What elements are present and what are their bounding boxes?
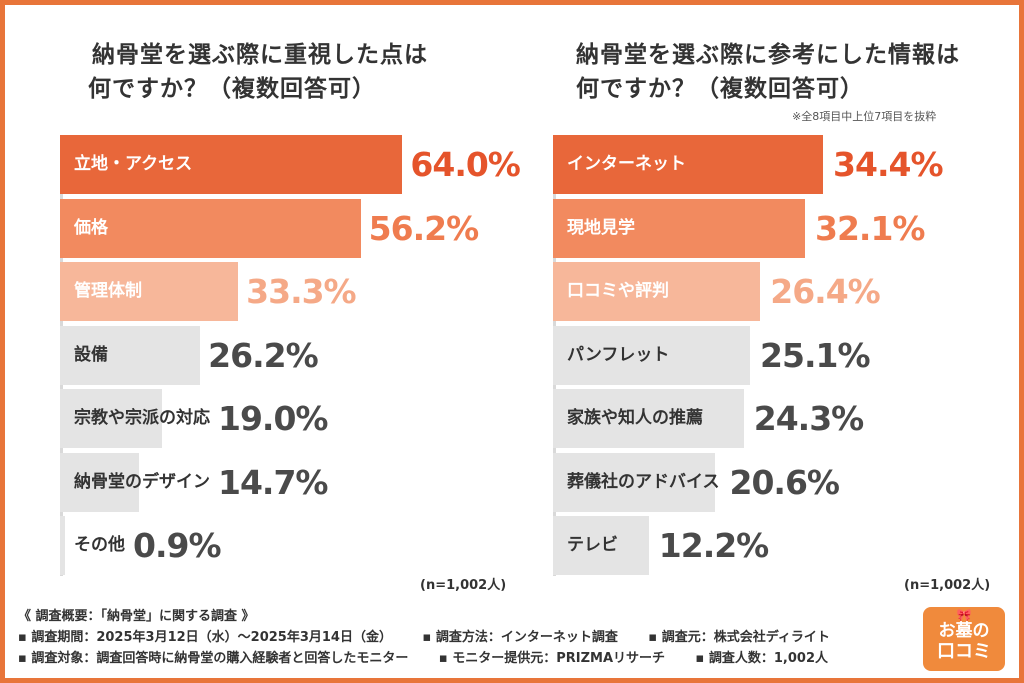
survey-target: ▪ 調査対象：調査回答時に納骨堂の購入経験者と回答したモニター bbox=[18, 651, 409, 666]
right-sample-size: (n=1,002人) bbox=[904, 578, 991, 593]
bar-label-7: テレビ bbox=[567, 535, 618, 555]
bar-6 bbox=[60, 452, 139, 512]
bar-value-6: 20.6% bbox=[729, 462, 840, 502]
bar-2 bbox=[553, 198, 805, 258]
bar-3 bbox=[553, 262, 761, 321]
bar-label-2: 価格 bbox=[74, 217, 108, 238]
bar-6 bbox=[553, 452, 715, 512]
bar-3 bbox=[60, 262, 239, 321]
bar-value-7: 0.9% bbox=[133, 526, 222, 565]
survey-count: ▪ 調査人数：1,002人 bbox=[695, 651, 829, 666]
survey-source: ▪ 調査元：株式会社ディライト bbox=[648, 630, 830, 645]
bar-label-1: 立地・アクセス bbox=[74, 154, 193, 174]
right-chart-title: 納骨堂を選ぶ際に参考にした情報は 何ですか？（複数回答可） bbox=[576, 38, 960, 106]
bar-1 bbox=[553, 135, 824, 194]
survey-row-2: ▪ 調査対象：調査回答時に納骨堂の購入経験者と回答したモニター ▪ モニター提供… bbox=[18, 648, 856, 669]
bar-label-4: 設備 bbox=[74, 344, 108, 365]
bar-label-5: 家族や知人の推薦 bbox=[567, 408, 703, 428]
bar-value-4: 25.1% bbox=[760, 335, 870, 375]
bar-value-4: 26.2% bbox=[208, 335, 318, 375]
bar-label-1: インターネット bbox=[567, 154, 686, 174]
left-bar-chart: 立地・アクセス 64.0% 価格 56.2% 管理体制 33.3% 設備 26.2% 宗教や宗派… bbox=[60, 135, 521, 580]
right-chart-note: ※全8項目中上位7項目を抜粋 bbox=[792, 110, 937, 123]
bar-value-1: 34.4% bbox=[833, 145, 943, 184]
bar-7 bbox=[60, 516, 65, 575]
bar-label-7: その他 bbox=[74, 535, 125, 555]
bar-label-6: 納骨堂のデザイン bbox=[74, 471, 210, 492]
left-title-line2: 何ですか？（複数回答可） bbox=[88, 76, 376, 102]
bar-label-4: パンフレット bbox=[567, 344, 670, 365]
bar-label-5: 宗教や宗派の対応 bbox=[74, 408, 210, 428]
right-title-line2: 何ですか？（複数回答可） bbox=[576, 76, 864, 102]
survey-summary: 《 調査概要：「納骨堂」に関する調査 》 ▪ 調査期間：2025年3月12日（水… bbox=[18, 606, 856, 669]
bar-value-6: 14.7% bbox=[218, 462, 328, 502]
bar-label-6: 葬儀社のアドバイス bbox=[567, 471, 720, 492]
left-title-line1: 納骨堂を選ぶ際に重視した点は bbox=[92, 42, 428, 68]
bar-label-3: 口コミや評判 bbox=[567, 281, 669, 301]
survey-period: ▪ 調査期間：2025年3月12日（水）～2025年3月14日（金） bbox=[18, 630, 392, 645]
bar-label-3: 管理体制 bbox=[74, 281, 142, 301]
bar-label-2: 現地見学 bbox=[567, 217, 635, 238]
right-bar-chart: インターネット 34.4% 現地見学 32.1% 口コミや評判 26.4% パンフレット 25… bbox=[553, 135, 993, 580]
bar-1 bbox=[60, 135, 403, 194]
bar-value-1: 64.0% bbox=[410, 145, 520, 184]
logo-line1: お墓の bbox=[938, 621, 990, 641]
logo-line2: 口コミ bbox=[937, 641, 991, 662]
right-title-line1: 納骨堂を選ぶ際に参考にした情報は bbox=[576, 42, 960, 68]
bar-5 bbox=[553, 389, 744, 448]
site-logo: 🎀 お墓の 口コミ bbox=[923, 607, 1005, 671]
ribbon-icon: 🎀 bbox=[956, 608, 972, 622]
bar-2 bbox=[60, 198, 361, 258]
survey-heading: 《 調査概要：「納骨堂」に関する調査 》 bbox=[18, 609, 255, 624]
bar-value-2: 56.2% bbox=[368, 208, 479, 248]
bar-4 bbox=[553, 325, 751, 385]
bar-value-5: 24.3% bbox=[753, 399, 864, 438]
bar-value-2: 32.1% bbox=[814, 208, 925, 248]
survey-method: ▪ 調査方法：インターネット調査 bbox=[422, 630, 618, 645]
bar-value-5: 19.0% bbox=[218, 399, 328, 438]
survey-provider: ▪ モニター提供元：PRIZMAリサーチ bbox=[438, 651, 666, 666]
left-sample-size: (n=1,002人) bbox=[420, 578, 507, 593]
bar-4 bbox=[60, 325, 201, 385]
bar-5 bbox=[60, 389, 162, 448]
bar-value-3: 26.4% bbox=[770, 272, 880, 311]
left-chart-title: 納骨堂を選ぶ際に重視した点は 何ですか？（複数回答可） bbox=[88, 38, 428, 106]
bar-7 bbox=[553, 516, 649, 575]
bar-value-7: 12.2% bbox=[658, 526, 769, 565]
bar-value-3: 33.3% bbox=[246, 272, 356, 311]
survey-row-1: ▪ 調査期間：2025年3月12日（水）～2025年3月14日（金） ▪ 調査方… bbox=[18, 627, 856, 648]
